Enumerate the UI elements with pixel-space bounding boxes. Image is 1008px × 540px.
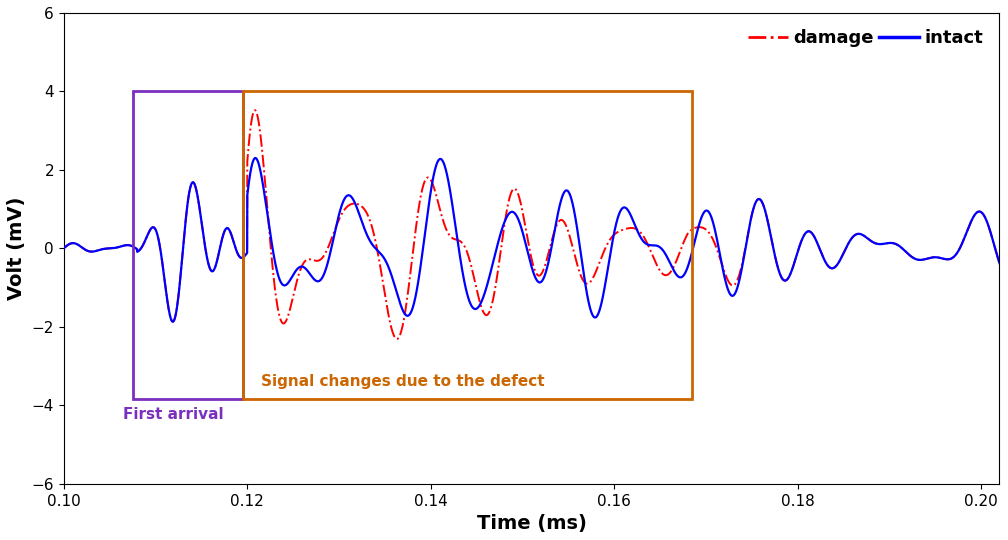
Y-axis label: Volt (mV): Volt (mV): [7, 197, 26, 300]
damage: [404, 271, 416, 277]
damage: [249, 107, 261, 113]
Text: Signal changes due to the defect: Signal changes due to the defect: [261, 374, 544, 389]
Line: intact: intact: [45, 158, 1000, 322]
X-axis label: Time (ms): Time (ms): [477, 514, 587, 533]
Bar: [132, 91, 243, 400]
damage: [612, 228, 624, 235]
intact: [39, 245, 51, 252]
Text: First arrival: First arrival: [123, 407, 224, 422]
intact: [612, 214, 624, 220]
intact: [660, 252, 672, 259]
Legend: damage, intact: damage, intact: [741, 22, 991, 55]
intact: [994, 260, 1006, 267]
intact: [166, 319, 178, 325]
intact: [213, 250, 225, 256]
damage: [213, 251, 225, 257]
intact: [404, 310, 416, 317]
damage: [391, 336, 403, 342]
damage: [752, 196, 764, 202]
damage: [39, 245, 51, 252]
Bar: [243, 91, 692, 400]
damage: [660, 272, 672, 279]
intact: [825, 265, 837, 271]
intact: [752, 196, 764, 202]
intact: [249, 155, 261, 161]
Line: damage: damage: [45, 110, 1000, 339]
damage: [994, 260, 1006, 267]
damage: [825, 265, 837, 271]
